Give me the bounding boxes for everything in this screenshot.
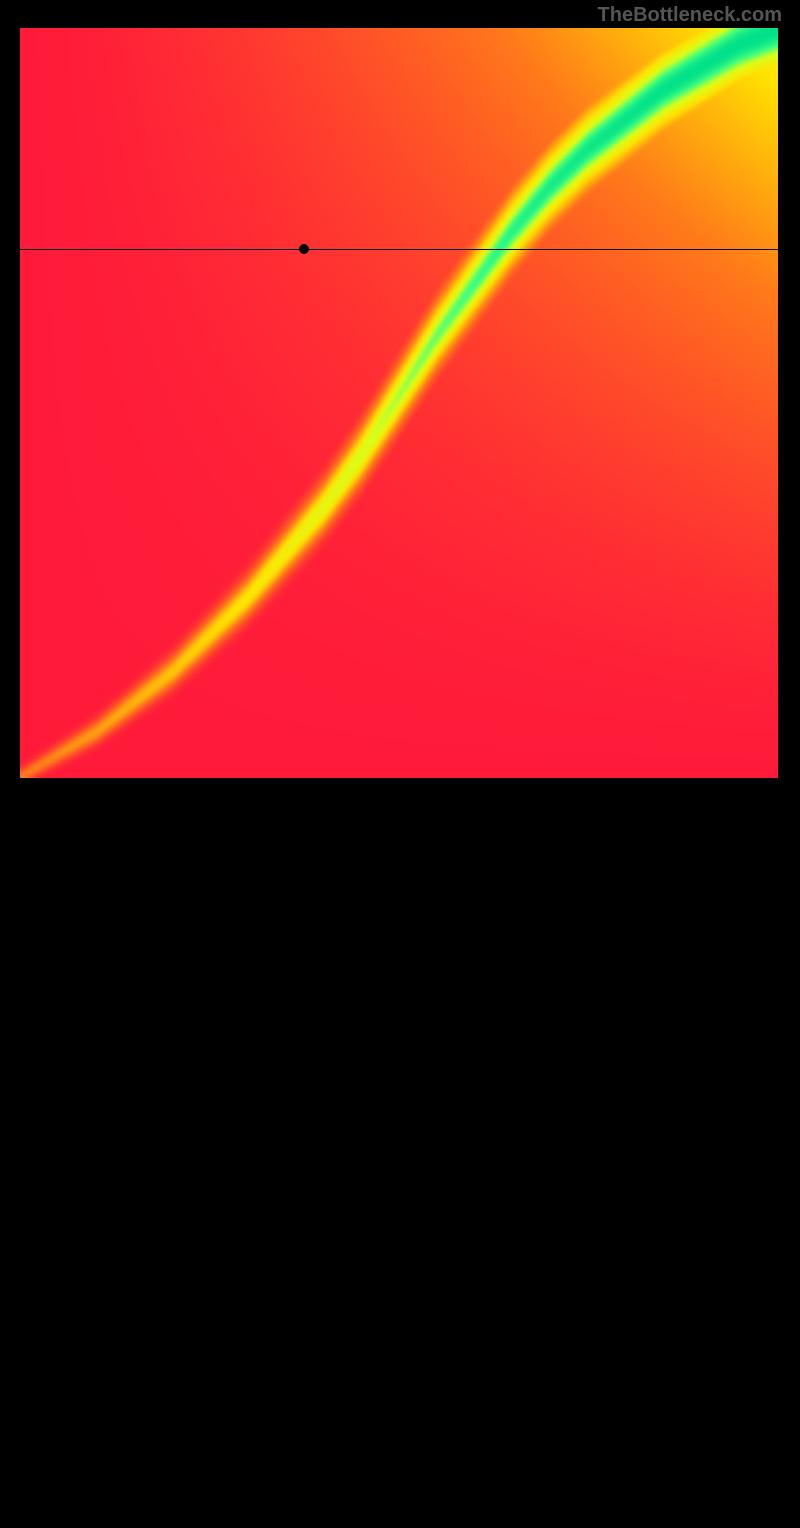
watermark-text: TheBottleneck.com — [598, 4, 782, 27]
crosshair-horizontal — [20, 249, 778, 250]
heatmap-canvas — [20, 28, 778, 778]
crosshair-vertical — [304, 778, 305, 1528]
crosshair-marker-dot — [299, 244, 309, 254]
bottleneck-heatmap — [20, 28, 778, 778]
